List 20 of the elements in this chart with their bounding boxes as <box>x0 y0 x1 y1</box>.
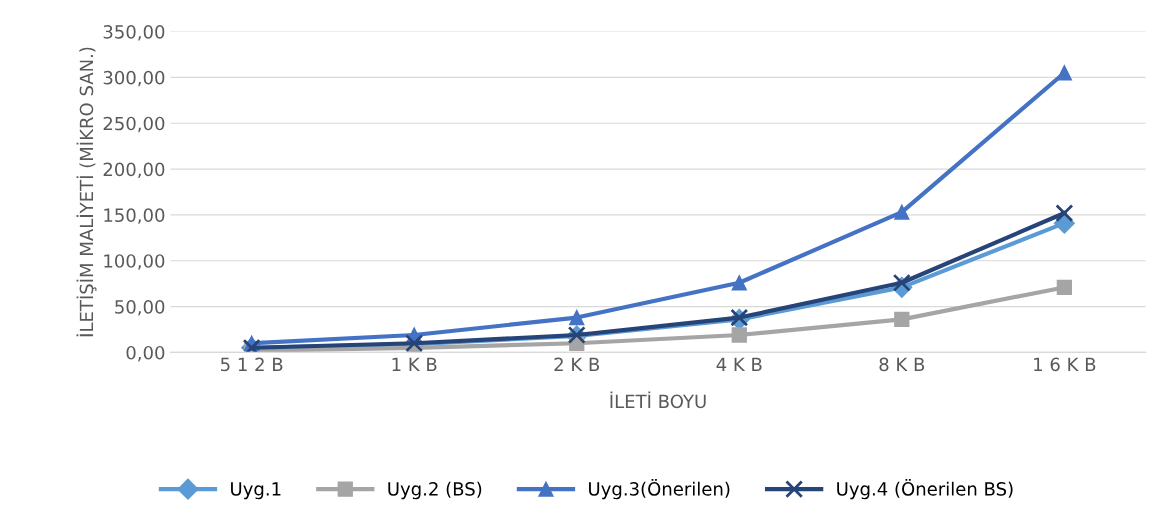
y-tick-label: 200,00 <box>103 162 165 179</box>
y-tick-label: 0,00 <box>126 345 165 362</box>
x-tick-label: 2 K B <box>554 357 600 371</box>
y-axis-title: İLETİŞİM MALİYETİ (MİKRO SAN.) <box>76 47 97 337</box>
x-tick-label: 4 K B <box>716 357 762 371</box>
y-tick-label: 150,00 <box>104 208 165 224</box>
legend-label: Uyg.2 (BS) <box>388 481 482 500</box>
x-tick-label: 1 6 K B <box>1034 357 1096 372</box>
x-tick-label: 1 K B <box>392 357 437 371</box>
legend-label: Uyg.4 (Önerilen BS) <box>837 479 1013 500</box>
x-axis-title: İLETİ BOYU <box>610 391 706 409</box>
legend-label: Uyg.3(Önerilen) <box>589 479 730 500</box>
y-tick-label: 350,00 <box>103 25 165 41</box>
y-tick-label: 250,00 <box>103 116 165 133</box>
y-tick-label: 100,00 <box>104 254 165 270</box>
legend-label: Uyg.1 <box>231 482 281 500</box>
x-tick-label: 5 1 2 B <box>221 357 283 372</box>
y-tick-label: 300,00 <box>103 70 165 87</box>
y-tick-label: 50,00 <box>115 300 165 316</box>
x-tick-label: 8 K B <box>879 357 925 372</box>
